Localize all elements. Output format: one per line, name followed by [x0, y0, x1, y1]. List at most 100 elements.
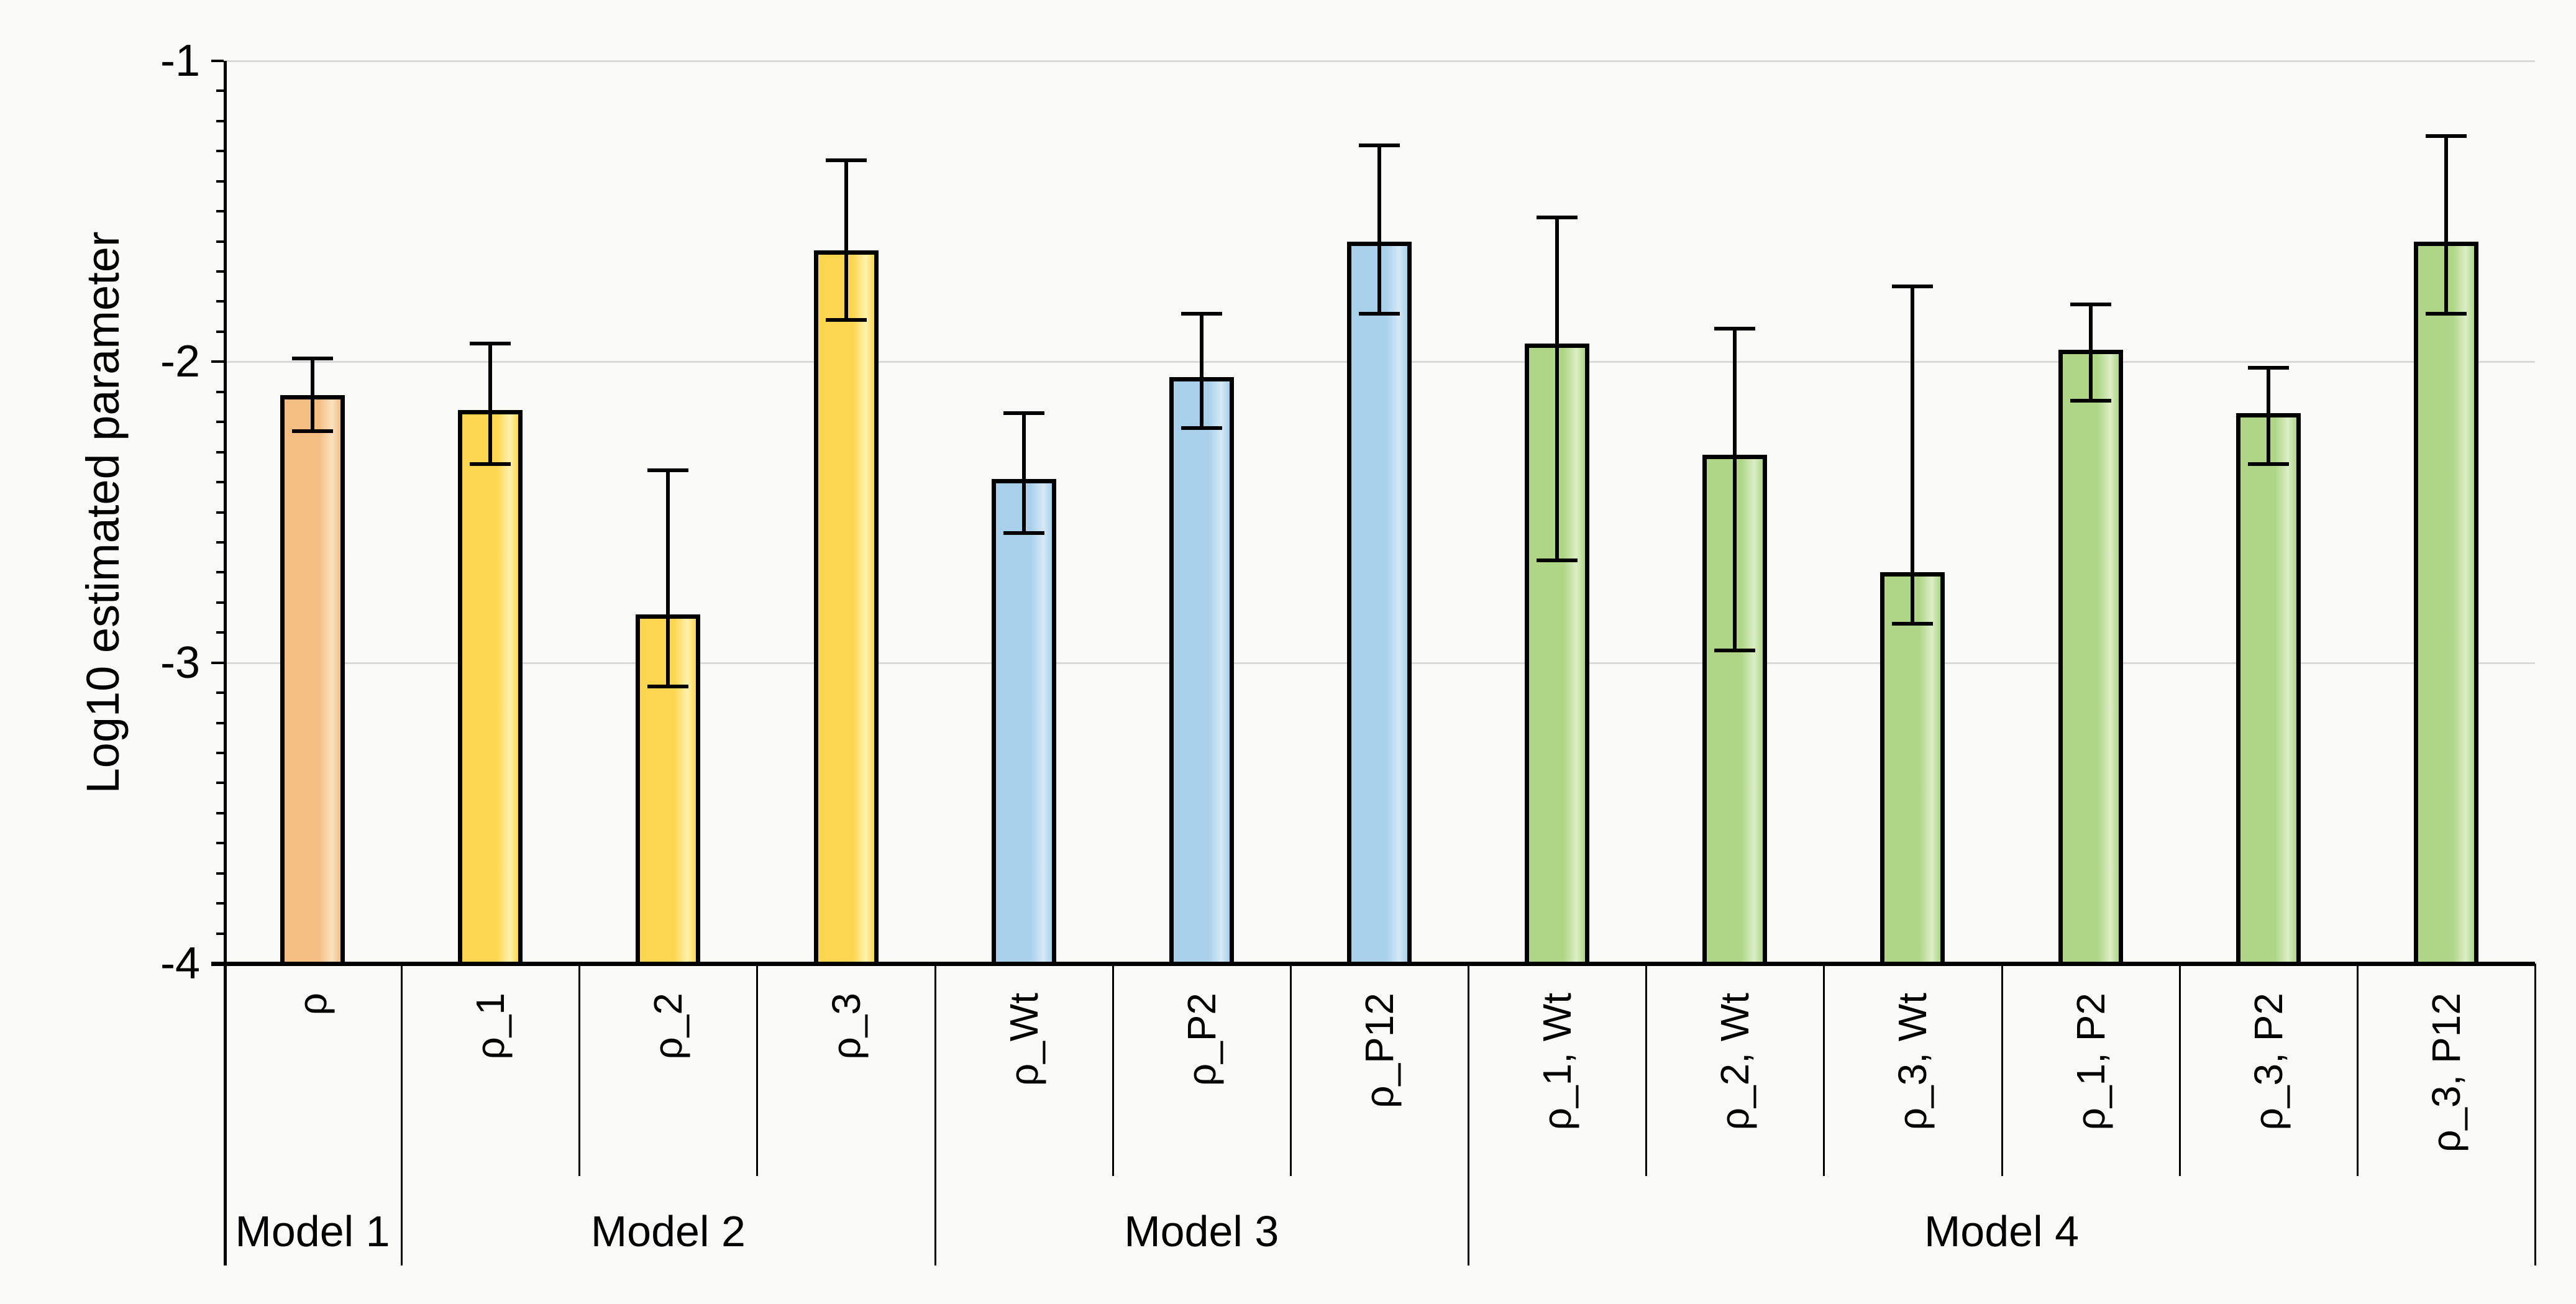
group-separator	[401, 964, 403, 1265]
y-axis-minor-tick	[216, 571, 224, 574]
y-axis-minor-tick	[216, 119, 224, 122]
error-bar-line	[844, 160, 848, 320]
bar-ρ_1, P2	[2058, 349, 2123, 964]
error-bar-cap-top	[1359, 143, 1400, 147]
y-tick-label: -3	[160, 637, 200, 688]
y-axis-major-tick	[211, 661, 224, 664]
y-axis-minor-tick	[216, 902, 224, 905]
error-bar-line	[488, 344, 493, 464]
x-axis-line	[211, 962, 2535, 966]
error-bar-line	[1021, 413, 1026, 534]
y-axis-major-tick	[211, 360, 224, 363]
category-separator	[2001, 964, 2003, 1176]
category-separator	[578, 964, 581, 1176]
bar-ρ_3, Wt	[1880, 572, 1945, 964]
y-axis-minor-tick	[216, 300, 224, 303]
y-axis-minor-tick	[216, 782, 224, 785]
error-bar-cap-top	[1003, 411, 1044, 415]
y-axis-minor-tick	[216, 481, 224, 484]
error-bar-line	[311, 358, 315, 431]
error-bar-cap-top	[470, 342, 511, 346]
error-bar-line	[2444, 136, 2448, 314]
category-label-ρ_1: ρ_1	[468, 993, 513, 1060]
y-axis-minor-tick	[216, 811, 224, 814]
y-axis-major-tick	[211, 60, 224, 62]
error-bar-cap-bottom	[1714, 649, 1756, 653]
y-axis-minor-tick	[216, 89, 224, 93]
gridline	[224, 60, 2535, 62]
category-label-ρ_1, Wt: ρ_1, Wt	[1535, 993, 1580, 1131]
error-bar-cap-top	[2425, 134, 2467, 139]
y-axis-minor-tick	[216, 150, 224, 153]
y-axis-minor-tick	[216, 601, 224, 604]
error-bar-cap-bottom	[1892, 621, 1934, 626]
y-axis-line	[224, 61, 227, 1265]
category-label-ρ_2: ρ_2	[646, 993, 691, 1060]
y-axis-minor-tick	[216, 540, 224, 544]
error-bar-line	[2088, 304, 2093, 401]
group-separator	[1468, 964, 1470, 1265]
category-label-ρ_P2: ρ_P2	[1179, 993, 1224, 1087]
error-bar-cap-bottom	[1181, 426, 1222, 430]
error-bar-cap-top	[1537, 215, 1578, 219]
group-label-model-3: Model 3	[1124, 1207, 1279, 1256]
category-separator	[1112, 964, 1114, 1176]
error-bar-cap-bottom	[1537, 558, 1578, 562]
error-bar-cap-bottom	[2070, 399, 2111, 403]
error-bar-line	[1377, 145, 1381, 314]
y-axis-minor-tick	[216, 240, 224, 243]
y-axis-minor-tick	[216, 450, 224, 454]
group-label-model-2: Model 2	[590, 1207, 746, 1256]
group-separator	[2534, 964, 2536, 1265]
error-bar-cap-top	[2247, 366, 2289, 370]
error-bar-cap-bottom	[825, 317, 867, 322]
error-bar-line	[1555, 217, 1560, 560]
category-label-ρ_P12: ρ_P12	[1357, 993, 1402, 1108]
bar-ρ	[280, 394, 345, 964]
category-label-ρ_3: ρ_3	[823, 993, 869, 1060]
category-separator	[1645, 964, 1648, 1176]
error-bar-cap-bottom	[292, 429, 334, 433]
category-separator	[1289, 964, 1292, 1176]
y-axis-minor-tick	[216, 631, 224, 634]
y-axis-minor-tick	[216, 421, 224, 424]
y-axis-minor-tick	[216, 390, 224, 393]
error-bar-cap-top	[292, 357, 334, 361]
y-axis-minor-tick	[216, 511, 224, 514]
group-label-model-1: Model 1	[235, 1207, 390, 1256]
error-bar-cap-bottom	[1359, 311, 1400, 316]
y-axis-minor-tick	[216, 751, 224, 754]
group-label-model-4: Model 4	[1924, 1207, 2080, 1256]
category-label-ρ_1, P2: ρ_1, P2	[2068, 993, 2113, 1131]
error-bar-cap-bottom	[2425, 311, 2467, 316]
bar-ρ_3, P12	[2413, 241, 2478, 964]
y-axis-minor-tick	[216, 691, 224, 695]
error-bar-cap-top	[1714, 327, 1756, 331]
bar-ρ_3	[813, 250, 879, 964]
category-label-ρ: ρ	[290, 993, 336, 1016]
y-axis-minor-tick	[216, 180, 224, 183]
category-separator	[2178, 964, 2181, 1176]
error-bar-line	[2266, 368, 2270, 464]
y-tick-label: -4	[160, 939, 200, 988]
error-bar-cap-bottom	[2247, 462, 2289, 466]
bar-ρ_P2	[1169, 376, 1234, 964]
error-bar-line	[1733, 329, 1737, 651]
bar-ρ_1	[458, 409, 523, 964]
y-axis-minor-tick	[216, 932, 224, 935]
y-axis-minor-tick	[216, 721, 224, 724]
error-bar-line	[1911, 286, 1915, 624]
error-bar-cap-bottom	[1003, 531, 1044, 536]
bar-ρ_3, P2	[2236, 413, 2301, 964]
error-bar-cap-bottom	[470, 462, 511, 466]
category-label-ρ_3, P12: ρ_3, P12	[2423, 993, 2469, 1153]
error-bar-cap-bottom	[647, 685, 689, 689]
error-bar-line	[1199, 313, 1204, 428]
error-bar-cap-top	[1892, 285, 1934, 289]
y-tick-label: -1	[160, 36, 200, 86]
category-separator	[2356, 964, 2359, 1176]
category-label-ρ_2, Wt: ρ_2, Wt	[1712, 993, 1758, 1131]
error-bar-line	[666, 470, 670, 687]
bar-ρ_Wt	[991, 479, 1056, 964]
